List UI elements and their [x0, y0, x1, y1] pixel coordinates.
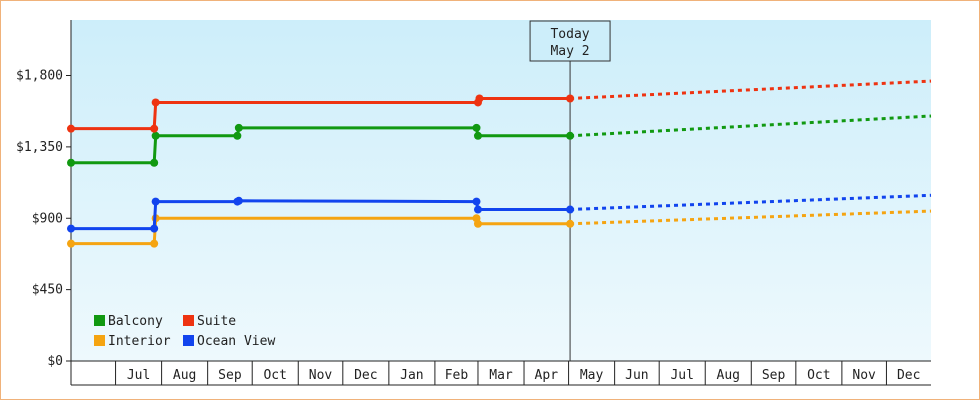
data-point — [150, 224, 159, 233]
y-tick-label: $900 — [32, 211, 63, 226]
legend-label: Interior — [108, 334, 171, 349]
data-point — [67, 158, 75, 167]
month-label: Aug — [717, 368, 740, 383]
data-point — [67, 239, 75, 248]
data-point — [151, 197, 160, 206]
data-point — [67, 224, 75, 233]
data-point — [234, 196, 243, 205]
month-label: Jul — [670, 368, 693, 383]
y-axis: $0 $450 $900 $1,350 $1,800 — [16, 20, 72, 369]
month-label: Sep — [762, 368, 786, 383]
x-axis: Jul Aug Sep Oct Nov Dec Jan Feb Mar Apr May Jun Jul A… — [70, 360, 931, 386]
data-point — [151, 131, 160, 140]
legend-swatch — [94, 335, 105, 346]
y-tick-label: $450 — [32, 283, 63, 298]
data-point — [234, 123, 243, 132]
legend-label: Ocean View — [197, 334, 275, 349]
data-point — [150, 158, 159, 167]
month-label: Nov — [852, 368, 876, 383]
legend-label: Balcony — [108, 314, 163, 329]
month-label: Oct — [263, 368, 286, 383]
data-point — [473, 219, 482, 228]
data-point — [472, 123, 481, 132]
data-point — [473, 205, 482, 214]
series-lines — [67, 79, 932, 248]
data-point — [472, 197, 481, 206]
series-line — [71, 97, 571, 131]
data-point — [67, 124, 75, 133]
today-label: Today — [550, 27, 589, 42]
data-point — [151, 98, 160, 107]
data-point — [150, 124, 159, 133]
data-point — [473, 131, 482, 140]
y-tick-label: $1,350 — [16, 140, 63, 155]
plot-background — [71, 20, 931, 361]
legend-swatch — [94, 315, 105, 326]
data-point — [150, 239, 159, 248]
today-date-label: May 2 — [550, 44, 589, 59]
month-label: May — [580, 368, 604, 383]
data-point — [475, 94, 484, 103]
month-label: Oct — [807, 368, 830, 383]
month-label: Nov — [309, 368, 333, 383]
month-label: Dec — [897, 368, 920, 383]
legend-swatch — [183, 335, 194, 346]
month-label: Feb — [445, 368, 469, 383]
data-point — [233, 131, 242, 140]
month-label: Sep — [218, 368, 242, 383]
y-tick-label: $1,800 — [16, 69, 63, 84]
month-label: Dec — [354, 368, 377, 383]
today-marker: Today May 2 — [529, 20, 611, 361]
series-line — [71, 216, 571, 246]
legend: Balcony Suite Interior Ocean View — [94, 314, 275, 349]
month-label: Mar — [489, 368, 513, 383]
y-tick-label: $0 — [47, 354, 63, 369]
month-label: Jul — [127, 368, 150, 383]
data-point — [566, 131, 575, 140]
data-point — [566, 219, 575, 228]
today-box — [529, 20, 611, 62]
month-label: Jun — [625, 368, 648, 383]
legend-label: Suite — [197, 314, 236, 329]
month-label: Apr — [535, 368, 559, 383]
legend-swatch — [183, 315, 194, 326]
data-point — [566, 205, 575, 214]
month-label: Jan — [400, 368, 423, 383]
month-label: Aug — [173, 368, 196, 383]
data-point — [566, 94, 575, 103]
